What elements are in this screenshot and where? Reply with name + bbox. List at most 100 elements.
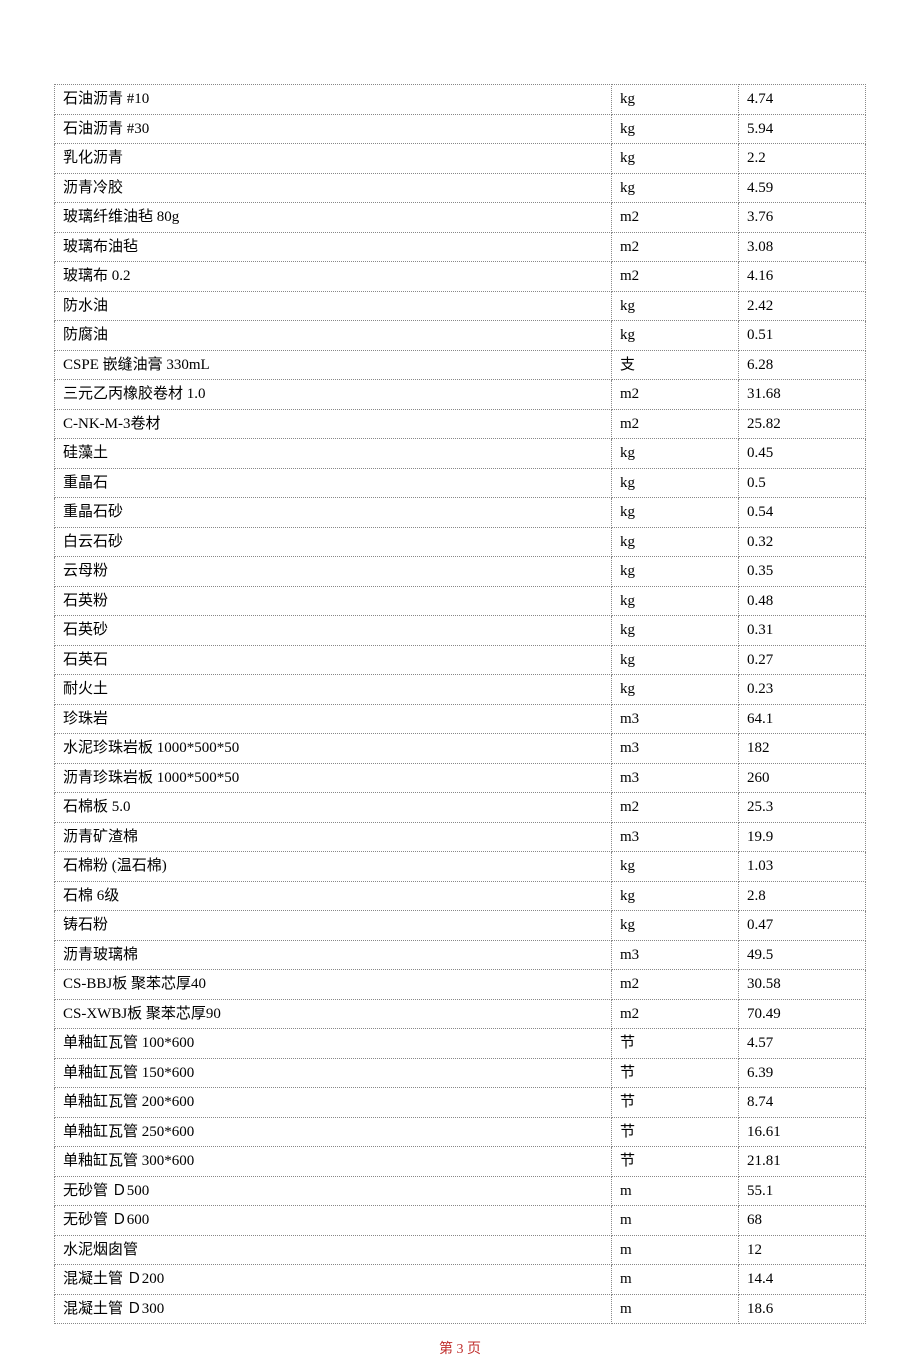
cell-price: 0.47 bbox=[739, 911, 866, 941]
table-row: 单釉缸瓦管 300*600节21.81 bbox=[55, 1147, 866, 1177]
cell-price: 8.74 bbox=[739, 1088, 866, 1118]
cell-price: 21.81 bbox=[739, 1147, 866, 1177]
cell-price: 6.28 bbox=[739, 350, 866, 380]
cell-unit: m bbox=[612, 1206, 739, 1236]
cell-name: 石油沥青 #10 bbox=[55, 85, 612, 115]
cell-unit: 节 bbox=[612, 1088, 739, 1118]
cell-price: 260 bbox=[739, 763, 866, 793]
cell-name: 石英石 bbox=[55, 645, 612, 675]
cell-name: CS-BBJ板 聚苯芯厚40 bbox=[55, 970, 612, 1000]
cell-unit: kg bbox=[612, 173, 739, 203]
table-row: 重晶石砂kg0.54 bbox=[55, 498, 866, 528]
cell-unit: 节 bbox=[612, 1117, 739, 1147]
cell-price: 19.9 bbox=[739, 822, 866, 852]
cell-name: 单釉缸瓦管 200*600 bbox=[55, 1088, 612, 1118]
cell-unit: m3 bbox=[612, 822, 739, 852]
table-row: 云母粉kg0.35 bbox=[55, 557, 866, 587]
cell-unit: kg bbox=[612, 645, 739, 675]
table-row: 珍珠岩m364.1 bbox=[55, 704, 866, 734]
cell-price: 0.32 bbox=[739, 527, 866, 557]
cell-price: 0.27 bbox=[739, 645, 866, 675]
table-row: 石英石kg0.27 bbox=[55, 645, 866, 675]
cell-name: 单釉缸瓦管 100*600 bbox=[55, 1029, 612, 1059]
cell-unit: m2 bbox=[612, 380, 739, 410]
cell-unit: m bbox=[612, 1235, 739, 1265]
cell-unit: kg bbox=[612, 114, 739, 144]
cell-name: 重晶石砂 bbox=[55, 498, 612, 528]
cell-price: 3.08 bbox=[739, 232, 866, 262]
cell-unit: kg bbox=[612, 527, 739, 557]
cell-name: C-NK-M-3卷材 bbox=[55, 409, 612, 439]
materials-table: 石油沥青 #10kg4.74石油沥青 #30kg5.94乳化沥青kg2.2沥青冷… bbox=[54, 84, 866, 1324]
page-container: 石油沥青 #10kg4.74石油沥青 #30kg5.94乳化沥青kg2.2沥青冷… bbox=[0, 0, 920, 1358]
cell-price: 55.1 bbox=[739, 1176, 866, 1206]
cell-unit: m2 bbox=[612, 999, 739, 1029]
table-row: 石英粉kg0.48 bbox=[55, 586, 866, 616]
cell-unit: kg bbox=[612, 468, 739, 498]
cell-price: 4.16 bbox=[739, 262, 866, 292]
cell-price: 6.39 bbox=[739, 1058, 866, 1088]
cell-price: 25.3 bbox=[739, 793, 866, 823]
cell-price: 16.61 bbox=[739, 1117, 866, 1147]
table-row: C-NK-M-3卷材m225.82 bbox=[55, 409, 866, 439]
cell-price: 2.42 bbox=[739, 291, 866, 321]
cell-unit: kg bbox=[612, 291, 739, 321]
cell-name: CS-XWBJ板 聚苯芯厚90 bbox=[55, 999, 612, 1029]
cell-unit: m3 bbox=[612, 734, 739, 764]
table-row: 防腐油kg0.51 bbox=[55, 321, 866, 351]
cell-price: 68 bbox=[739, 1206, 866, 1236]
cell-price: 0.45 bbox=[739, 439, 866, 469]
cell-price: 3.76 bbox=[739, 203, 866, 233]
cell-price: 0.23 bbox=[739, 675, 866, 705]
cell-price: 4.74 bbox=[739, 85, 866, 115]
cell-name: 重晶石 bbox=[55, 468, 612, 498]
cell-price: 4.59 bbox=[739, 173, 866, 203]
cell-price: 14.4 bbox=[739, 1265, 866, 1295]
cell-price: 0.5 bbox=[739, 468, 866, 498]
cell-unit: m bbox=[612, 1265, 739, 1295]
cell-price: 2.2 bbox=[739, 144, 866, 174]
cell-name: 混凝土管 Ｄ300 bbox=[55, 1294, 612, 1324]
table-row: 无砂管 Ｄ600m68 bbox=[55, 1206, 866, 1236]
cell-unit: kg bbox=[612, 852, 739, 882]
cell-unit: m2 bbox=[612, 793, 739, 823]
table-row: 混凝土管 Ｄ300m18.6 bbox=[55, 1294, 866, 1324]
cell-unit: m2 bbox=[612, 970, 739, 1000]
cell-unit: 支 bbox=[612, 350, 739, 380]
cell-name: 沥青珍珠岩板 1000*500*50 bbox=[55, 763, 612, 793]
table-row: 沥青玻璃棉m349.5 bbox=[55, 940, 866, 970]
cell-unit: m3 bbox=[612, 704, 739, 734]
materials-table-body: 石油沥青 #10kg4.74石油沥青 #30kg5.94乳化沥青kg2.2沥青冷… bbox=[55, 85, 866, 1324]
cell-price: 0.31 bbox=[739, 616, 866, 646]
table-row: 石英砂kg0.31 bbox=[55, 616, 866, 646]
cell-name: 单釉缸瓦管 150*600 bbox=[55, 1058, 612, 1088]
cell-name: 无砂管 Ｄ600 bbox=[55, 1206, 612, 1236]
cell-name: 铸石粉 bbox=[55, 911, 612, 941]
cell-name: 石棉粉 (温石棉) bbox=[55, 852, 612, 882]
cell-name: 石英粉 bbox=[55, 586, 612, 616]
cell-unit: m2 bbox=[612, 232, 739, 262]
cell-unit: kg bbox=[612, 675, 739, 705]
table-row: 石油沥青 #10kg4.74 bbox=[55, 85, 866, 115]
cell-unit: 节 bbox=[612, 1029, 739, 1059]
cell-price: 31.68 bbox=[739, 380, 866, 410]
cell-price: 182 bbox=[739, 734, 866, 764]
table-row: 乳化沥青kg2.2 bbox=[55, 144, 866, 174]
table-row: 铸石粉kg0.47 bbox=[55, 911, 866, 941]
cell-name: 石棉板 5.0 bbox=[55, 793, 612, 823]
cell-name: 混凝土管 Ｄ200 bbox=[55, 1265, 612, 1295]
cell-name: 云母粉 bbox=[55, 557, 612, 587]
cell-name: 防腐油 bbox=[55, 321, 612, 351]
cell-price: 4.57 bbox=[739, 1029, 866, 1059]
table-row: 混凝土管 Ｄ200m14.4 bbox=[55, 1265, 866, 1295]
cell-name: 三元乙丙橡胶卷材 1.0 bbox=[55, 380, 612, 410]
cell-name: 硅藻土 bbox=[55, 439, 612, 469]
cell-price: 0.35 bbox=[739, 557, 866, 587]
cell-unit: m2 bbox=[612, 203, 739, 233]
table-row: 沥青矿渣棉m319.9 bbox=[55, 822, 866, 852]
table-row: 石棉 6级kg2.8 bbox=[55, 881, 866, 911]
table-row: 单釉缸瓦管 200*600节8.74 bbox=[55, 1088, 866, 1118]
table-row: CS-BBJ板 聚苯芯厚40m230.58 bbox=[55, 970, 866, 1000]
cell-unit: m3 bbox=[612, 763, 739, 793]
cell-name: 沥青玻璃棉 bbox=[55, 940, 612, 970]
